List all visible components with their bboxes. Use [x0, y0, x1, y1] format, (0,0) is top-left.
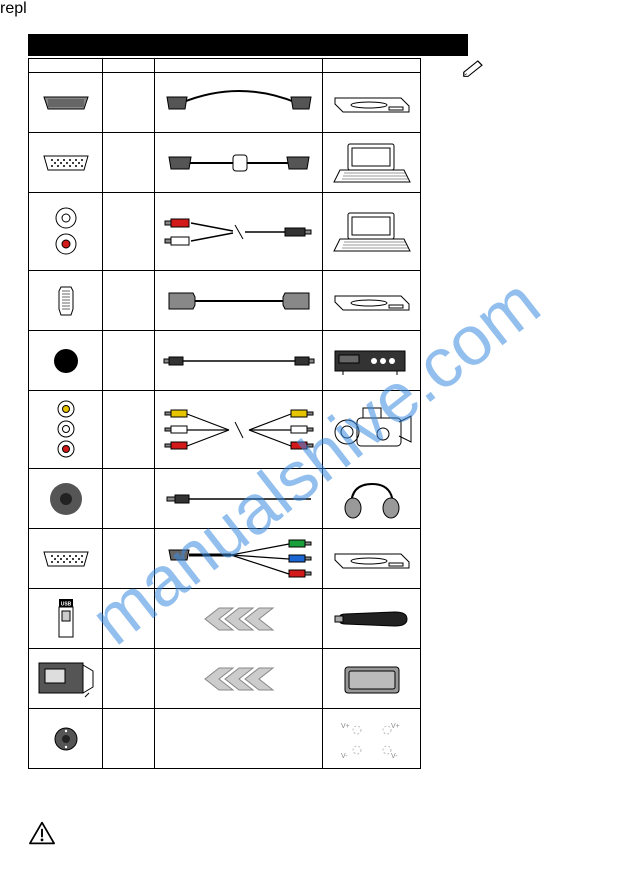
vga-port-icon: [29, 133, 103, 193]
row-vga: [29, 133, 421, 193]
camcorder-icon: [323, 391, 421, 469]
warning-icon: [28, 820, 56, 851]
connectivity-table: USB: [28, 58, 421, 769]
spdif-jack-icon: [29, 331, 103, 391]
row-headphone: [29, 469, 421, 529]
dvd-player-icon: [323, 73, 421, 133]
headphone-jack-icon: [29, 469, 103, 529]
header-bar: [28, 34, 468, 56]
row-ypbpr: [29, 529, 421, 589]
row-usb: USB: [29, 589, 421, 649]
terminal-label: V+: [341, 723, 350, 730]
terminal-label: V-: [341, 753, 348, 760]
cam-card-icon: [323, 649, 421, 709]
av-cable-triple-icon: [155, 391, 323, 469]
mini-jack-cable-icon: [155, 469, 323, 529]
chevrons-icon: [155, 649, 323, 709]
row-ci: [29, 649, 421, 709]
col-cable: [155, 59, 323, 73]
usb-port-icon: USB: [29, 589, 103, 649]
round-jack-icon: [29, 709, 103, 769]
col-label: [103, 59, 155, 73]
col-connector: [29, 59, 103, 73]
row-audio-lr: [29, 193, 421, 271]
ci-slot-icon: [29, 649, 103, 709]
coax-cable-icon: [155, 331, 323, 391]
chevrons-icon: [155, 589, 323, 649]
note-pencil-icon: [461, 58, 489, 83]
rca-triple-icon: [29, 391, 103, 469]
scart-connector-icon: [29, 73, 103, 133]
laptop-icon: [323, 133, 421, 193]
usb-stick-icon: [323, 589, 421, 649]
row-spdif: [29, 331, 421, 391]
row-scart: [29, 73, 421, 133]
terminal-label: V-: [391, 753, 398, 760]
headphones-icon: [323, 469, 421, 529]
page: repl: [0, 0, 629, 893]
dvd-player-icon: [323, 529, 421, 589]
dvd-player-icon: [323, 271, 421, 331]
table-header: [29, 59, 421, 73]
scart-cable-icon: [155, 73, 323, 133]
row-side-av: [29, 391, 421, 469]
row-speaker: V+ V+ V- V-: [29, 709, 421, 769]
hdmi-port-icon: [29, 271, 103, 331]
ypbpr-port-icon: [29, 529, 103, 589]
row-hdmi: [29, 271, 421, 331]
av-receiver-icon: [323, 331, 421, 391]
rca-pair-icon: [29, 193, 103, 271]
component-cable-icon: [155, 529, 323, 589]
col-device: [323, 59, 421, 73]
rca-audio-cable-icon: [155, 193, 323, 271]
speaker-terminals-icon: V+ V+ V- V-: [323, 709, 421, 769]
vga-cable-icon: [155, 133, 323, 193]
laptop-icon: [323, 193, 421, 271]
terminal-label: V+: [391, 723, 400, 730]
hdmi-cable-icon: [155, 271, 323, 331]
